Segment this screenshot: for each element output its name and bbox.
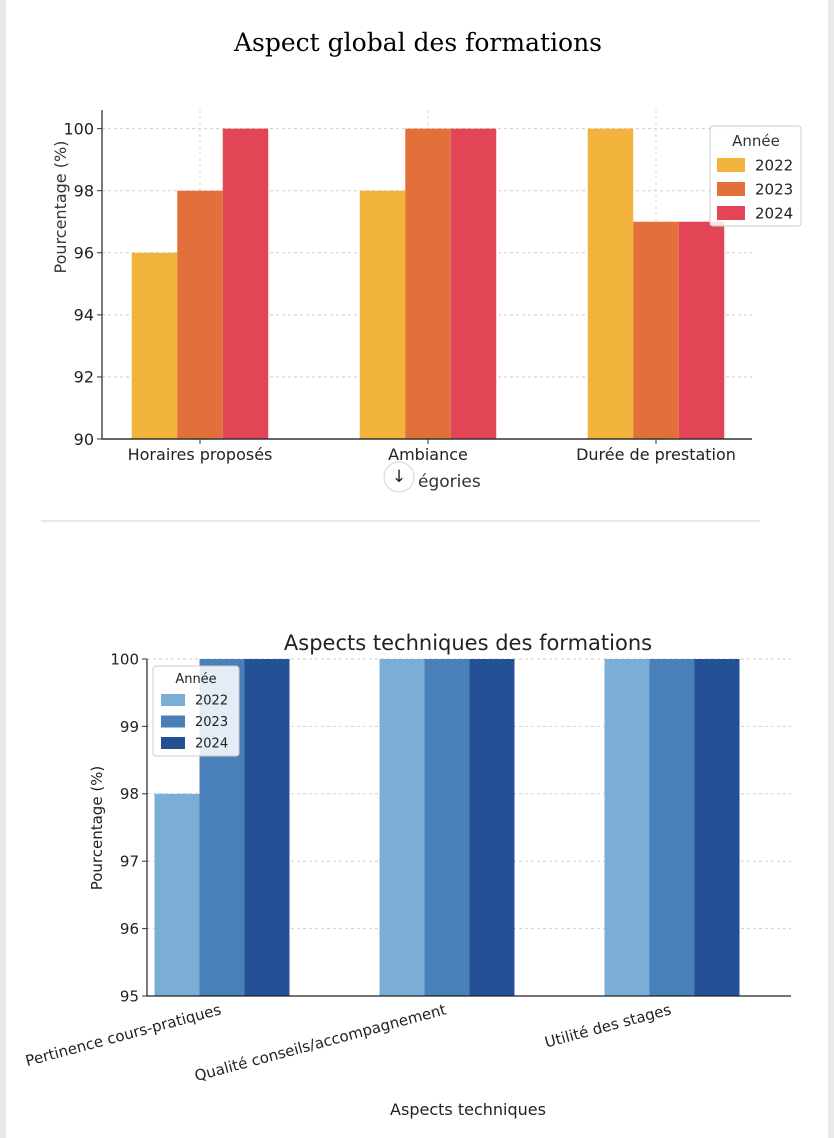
bar-2022 — [587, 128, 634, 440]
legend-label: 2024 — [755, 204, 793, 222]
chart1-legend-title: Année — [732, 132, 780, 150]
chart1-legend: Année 2022 2023 2024 — [709, 125, 802, 227]
bar-2024 — [450, 128, 497, 440]
chart1-bars — [131, 128, 725, 440]
y-tick-label: 100 — [110, 650, 139, 668]
chart2-y-ticks: 95 96 97 98 99 100 — [110, 650, 147, 1005]
chart2-legend: Année 2022 2023 2024 — [152, 665, 240, 757]
page: Aspect global des formations 90 92 94 96 98 1… — [6, 0, 828, 1138]
bar-2022 — [131, 252, 178, 439]
y-tick-label: 96 — [120, 920, 139, 938]
chart1-y-ticks: 90 92 94 96 98 100 — [63, 119, 102, 449]
bar-2023 — [405, 128, 451, 440]
legend-label: 2023 — [195, 715, 228, 730]
x-tick-label: Horaires proposés — [128, 445, 273, 464]
charts-canvas: Aspect global des formations 90 92 94 96 98 1… — [23, 28, 802, 1119]
y-tick-label: 99 — [120, 718, 139, 736]
bar-2023 — [177, 190, 223, 439]
bar-2024 — [694, 659, 740, 996]
bar-2023 — [424, 659, 470, 996]
legend-swatch — [717, 158, 745, 172]
y-tick-label: 100 — [63, 119, 94, 138]
bar-2022 — [604, 659, 650, 996]
x-tick-label: Qualité conseils/accompagnement — [193, 1000, 448, 1085]
scroll-down-button[interactable]: ↓ — [383, 461, 415, 493]
bar-2022 — [154, 793, 200, 996]
x-tick-label: Durée de prestation — [576, 445, 736, 464]
x-tick-label: Utilité des stages — [543, 1000, 673, 1051]
legend-label: 2024 — [195, 737, 228, 752]
legend-swatch — [161, 737, 185, 749]
arrow-down-icon: ↓ — [392, 467, 406, 487]
legend-swatch — [717, 182, 745, 196]
y-tick-label: 98 — [74, 181, 94, 200]
chart1-x-label: égories — [418, 472, 481, 492]
y-tick-label: 90 — [74, 430, 94, 449]
x-tick-label: Ambiance — [388, 445, 468, 464]
legend-swatch — [161, 694, 185, 706]
bar-2022 — [359, 190, 406, 439]
chart2-bars — [154, 659, 740, 996]
chart2-y-label: Pourcentage (%) — [88, 766, 106, 891]
bar-2024 — [678, 221, 725, 439]
legend-swatch — [161, 715, 185, 728]
bar-2024 — [222, 128, 269, 440]
chart1-x-ticks: Horaires proposés Ambiance Durée de presta… — [128, 439, 736, 464]
bar-2024 — [469, 659, 515, 996]
y-tick-label: 96 — [74, 244, 94, 263]
legend-label: 2023 — [755, 180, 793, 198]
chart1-title: Aspect global des formations — [233, 28, 602, 57]
bar-2023 — [649, 659, 695, 996]
y-tick-label: 95 — [120, 987, 139, 1005]
chart1-y-label: Pourcentage (%) — [51, 141, 70, 274]
y-tick-label: 92 — [74, 368, 94, 387]
y-tick-label: 94 — [74, 306, 94, 325]
chart2-title: Aspects techniques des formations — [284, 631, 652, 655]
y-tick-label: 97 — [120, 853, 139, 871]
bar-2022 — [379, 659, 425, 996]
chart2-legend-title: Année — [175, 672, 216, 687]
legend-swatch — [717, 206, 745, 220]
y-tick-label: 98 — [120, 785, 139, 803]
chart2-x-label: Aspects techniques — [390, 1100, 546, 1119]
legend-label: 2022 — [755, 156, 793, 174]
x-tick-label: Pertinence cours-pratiques — [23, 1000, 223, 1070]
bar-2024 — [244, 659, 290, 996]
legend-label: 2022 — [195, 694, 228, 709]
bar-2023 — [633, 221, 679, 439]
